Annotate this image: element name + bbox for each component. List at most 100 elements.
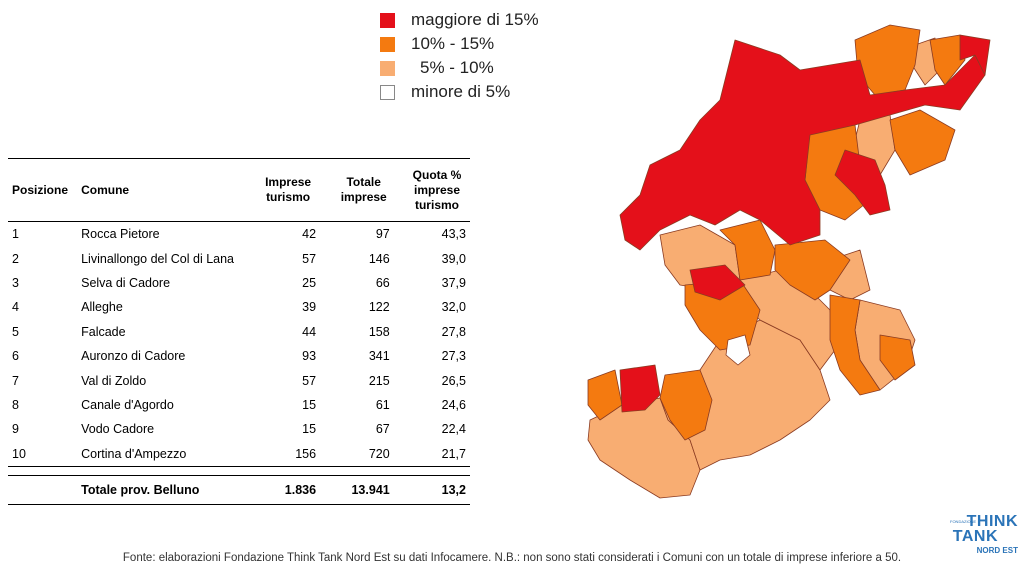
map-region-south-orange xyxy=(659,369,713,441)
map-region-far-east-orange xyxy=(879,334,916,381)
table-total-row: Totale prov. Belluno 1.836 13.941 13,2 xyxy=(8,474,470,505)
table-row: 9 Vodo Cadore 15 67 22,4 xyxy=(8,417,470,441)
cell-posizione: 10 xyxy=(8,441,78,467)
cell-imprese-turismo: 44 xyxy=(302,324,317,339)
cell-totale-imprese: 66 xyxy=(375,275,390,290)
cell-totale-imprese: 97 xyxy=(375,227,390,242)
cell-quota: 27,3 xyxy=(441,349,466,364)
cell-totale-imprese: 122 xyxy=(368,300,390,315)
cell-posizione: 2 xyxy=(12,251,19,266)
cell-posizione: 7 xyxy=(12,373,19,388)
logo-fondazione: FONDAZIONE xyxy=(950,519,977,524)
logo-tank: TANK xyxy=(952,528,998,545)
cell-imprese-turismo: 57 xyxy=(302,373,317,388)
cell-imprese-turismo: 57 xyxy=(302,251,317,266)
cell-totale-imprese: 158 xyxy=(368,324,390,339)
table-row: 6 Auronzo di Cadore 93 341 27,3 xyxy=(8,344,470,368)
map-region-northeast-orange-2 xyxy=(929,34,966,86)
cell-comune: Livinallongo del Col di Lana xyxy=(81,251,234,266)
legend-item-mid-high: 10% - 15% xyxy=(380,32,539,56)
cell-imprese-turismo: 93 xyxy=(302,349,317,364)
cell-posizione: 6 xyxy=(12,349,19,364)
source-note: Fonte: elaborazioni Fondazione Think Tan… xyxy=(122,552,902,564)
table-row: 8 Canale d'Agordo 15 61 24,6 xyxy=(8,393,470,417)
cell-comune: Falcade xyxy=(81,324,126,339)
legend-item-mid: 5% - 10% xyxy=(380,56,539,80)
cell-comune: Vodo Cadore xyxy=(81,422,155,437)
legend-item-low: minore di 5% xyxy=(380,80,539,104)
total-label: Totale prov. Belluno xyxy=(77,474,245,505)
cell-comune: Cortina d'Ampezzo xyxy=(77,441,245,467)
cell-imprese-turismo: 15 xyxy=(302,397,317,412)
map-region-northeast-red xyxy=(959,34,991,76)
map-region-southwest-orange xyxy=(587,369,623,421)
cell-quota: 22,4 xyxy=(441,422,466,437)
table-row: 1 Rocca Pietore 42 97 43,3 xyxy=(8,222,470,247)
cell-comune: Alleghe xyxy=(81,300,123,315)
cell-quota: 24,6 xyxy=(441,397,466,412)
cell-imprese-turismo: 15 xyxy=(302,422,317,437)
total-imprese: 1.836 xyxy=(244,474,321,505)
spacer-cell xyxy=(8,466,470,475)
logo-think: THINK xyxy=(966,513,1018,530)
cell-quota: 39,0 xyxy=(441,251,466,266)
header-quota: Quota % imprese turismo xyxy=(394,159,470,222)
cell-imprese-turismo: 156 xyxy=(244,441,321,467)
cell-quota: 37,9 xyxy=(441,275,466,290)
province-map xyxy=(587,24,991,499)
map-region-north-red xyxy=(619,39,986,251)
cell-totale-imprese: 720 xyxy=(320,441,394,467)
cell-quota: 32,0 xyxy=(441,300,466,315)
legend-swatch-mid-high xyxy=(380,36,395,52)
map-region-east-orange xyxy=(774,239,851,301)
total-quota: 13,2 xyxy=(393,474,470,505)
cell-quota: 27,8 xyxy=(441,324,466,339)
cell-imprese-turismo: 42 xyxy=(302,227,317,242)
cell-quota: 43,3 xyxy=(441,227,466,242)
cell-posizione: 4 xyxy=(12,300,19,315)
cell-totale-imprese: 341 xyxy=(368,349,390,364)
table-row: 2 Livinallongo del Col di Lana 57 146 39,0 xyxy=(8,246,470,270)
legend-item-high: maggiore di 15% xyxy=(380,8,539,32)
cell-posizione: 3 xyxy=(12,275,19,290)
think-tank-logo: FONDAZIONE THINK TANK NORD EST xyxy=(950,513,1020,561)
legend-swatch-low xyxy=(380,84,395,100)
table-header-row: Posizione Comune Imprese turismo Totale … xyxy=(8,158,470,222)
table-row: 10 Cortina d'Ampezzo 156 720 21,7 xyxy=(8,441,470,467)
cell-totale-imprese: 146 xyxy=(368,251,390,266)
cell-totale-imprese: 67 xyxy=(375,422,390,437)
ranking-table: Posizione Comune Imprese turismo Totale … xyxy=(8,158,470,505)
table-body: 1 Rocca Pietore 42 97 43,3 2 Livinallongo del … xyxy=(8,222,470,467)
table-row: 5 Falcade 44 158 27,8 xyxy=(8,320,470,344)
header-quota-text: Quota % imprese turismo xyxy=(412,167,462,212)
legend-label-mid: 5% - 10% xyxy=(420,58,494,77)
legend-label-high: maggiore di 15% xyxy=(411,10,539,29)
total-totale: 13.941 xyxy=(320,474,394,505)
map-legend: maggiore di 15% 10% - 15% 5% - 10% minor… xyxy=(380,8,539,104)
table-row: 3 Selva di Cadore 25 66 37,9 xyxy=(8,271,470,295)
cell-quota: 26,5 xyxy=(441,373,466,388)
legend-swatch-mid xyxy=(380,60,395,76)
cell-comune: Auronzo di Cadore xyxy=(81,349,186,364)
cell-quota: 21,7 xyxy=(393,441,470,467)
cell-posizione: 5 xyxy=(12,324,19,339)
header-comune: Comune xyxy=(81,182,130,197)
cell-posizione: 9 xyxy=(12,422,19,437)
cell-totale-imprese: 215 xyxy=(368,373,390,388)
cell-comune: Val di Zoldo xyxy=(81,373,147,388)
legend-swatch-high xyxy=(380,12,395,28)
legend-label-mid-high: 10% - 15% xyxy=(411,34,495,53)
header-imprese-turismo: Imprese turismo xyxy=(244,159,320,222)
header-totale-imprese-text: Totale imprese xyxy=(340,175,387,204)
cell-totale-imprese: 61 xyxy=(375,397,390,412)
table-row: 4 Alleghe 39 122 32,0 xyxy=(8,295,470,319)
cell-imprese-turismo: 39 xyxy=(302,300,317,315)
cell-comune: Rocca Pietore xyxy=(81,227,160,242)
legend-label-low: minore di 5% xyxy=(411,82,511,101)
map-region-mid-red xyxy=(834,149,891,216)
total-pos-cell xyxy=(8,474,78,505)
map-lake xyxy=(725,334,751,366)
cell-comune: Canale d'Agordo xyxy=(81,397,174,412)
cell-posizione: 8 xyxy=(12,397,19,412)
header-imprese-turismo-text: Imprese turismo xyxy=(265,175,312,204)
